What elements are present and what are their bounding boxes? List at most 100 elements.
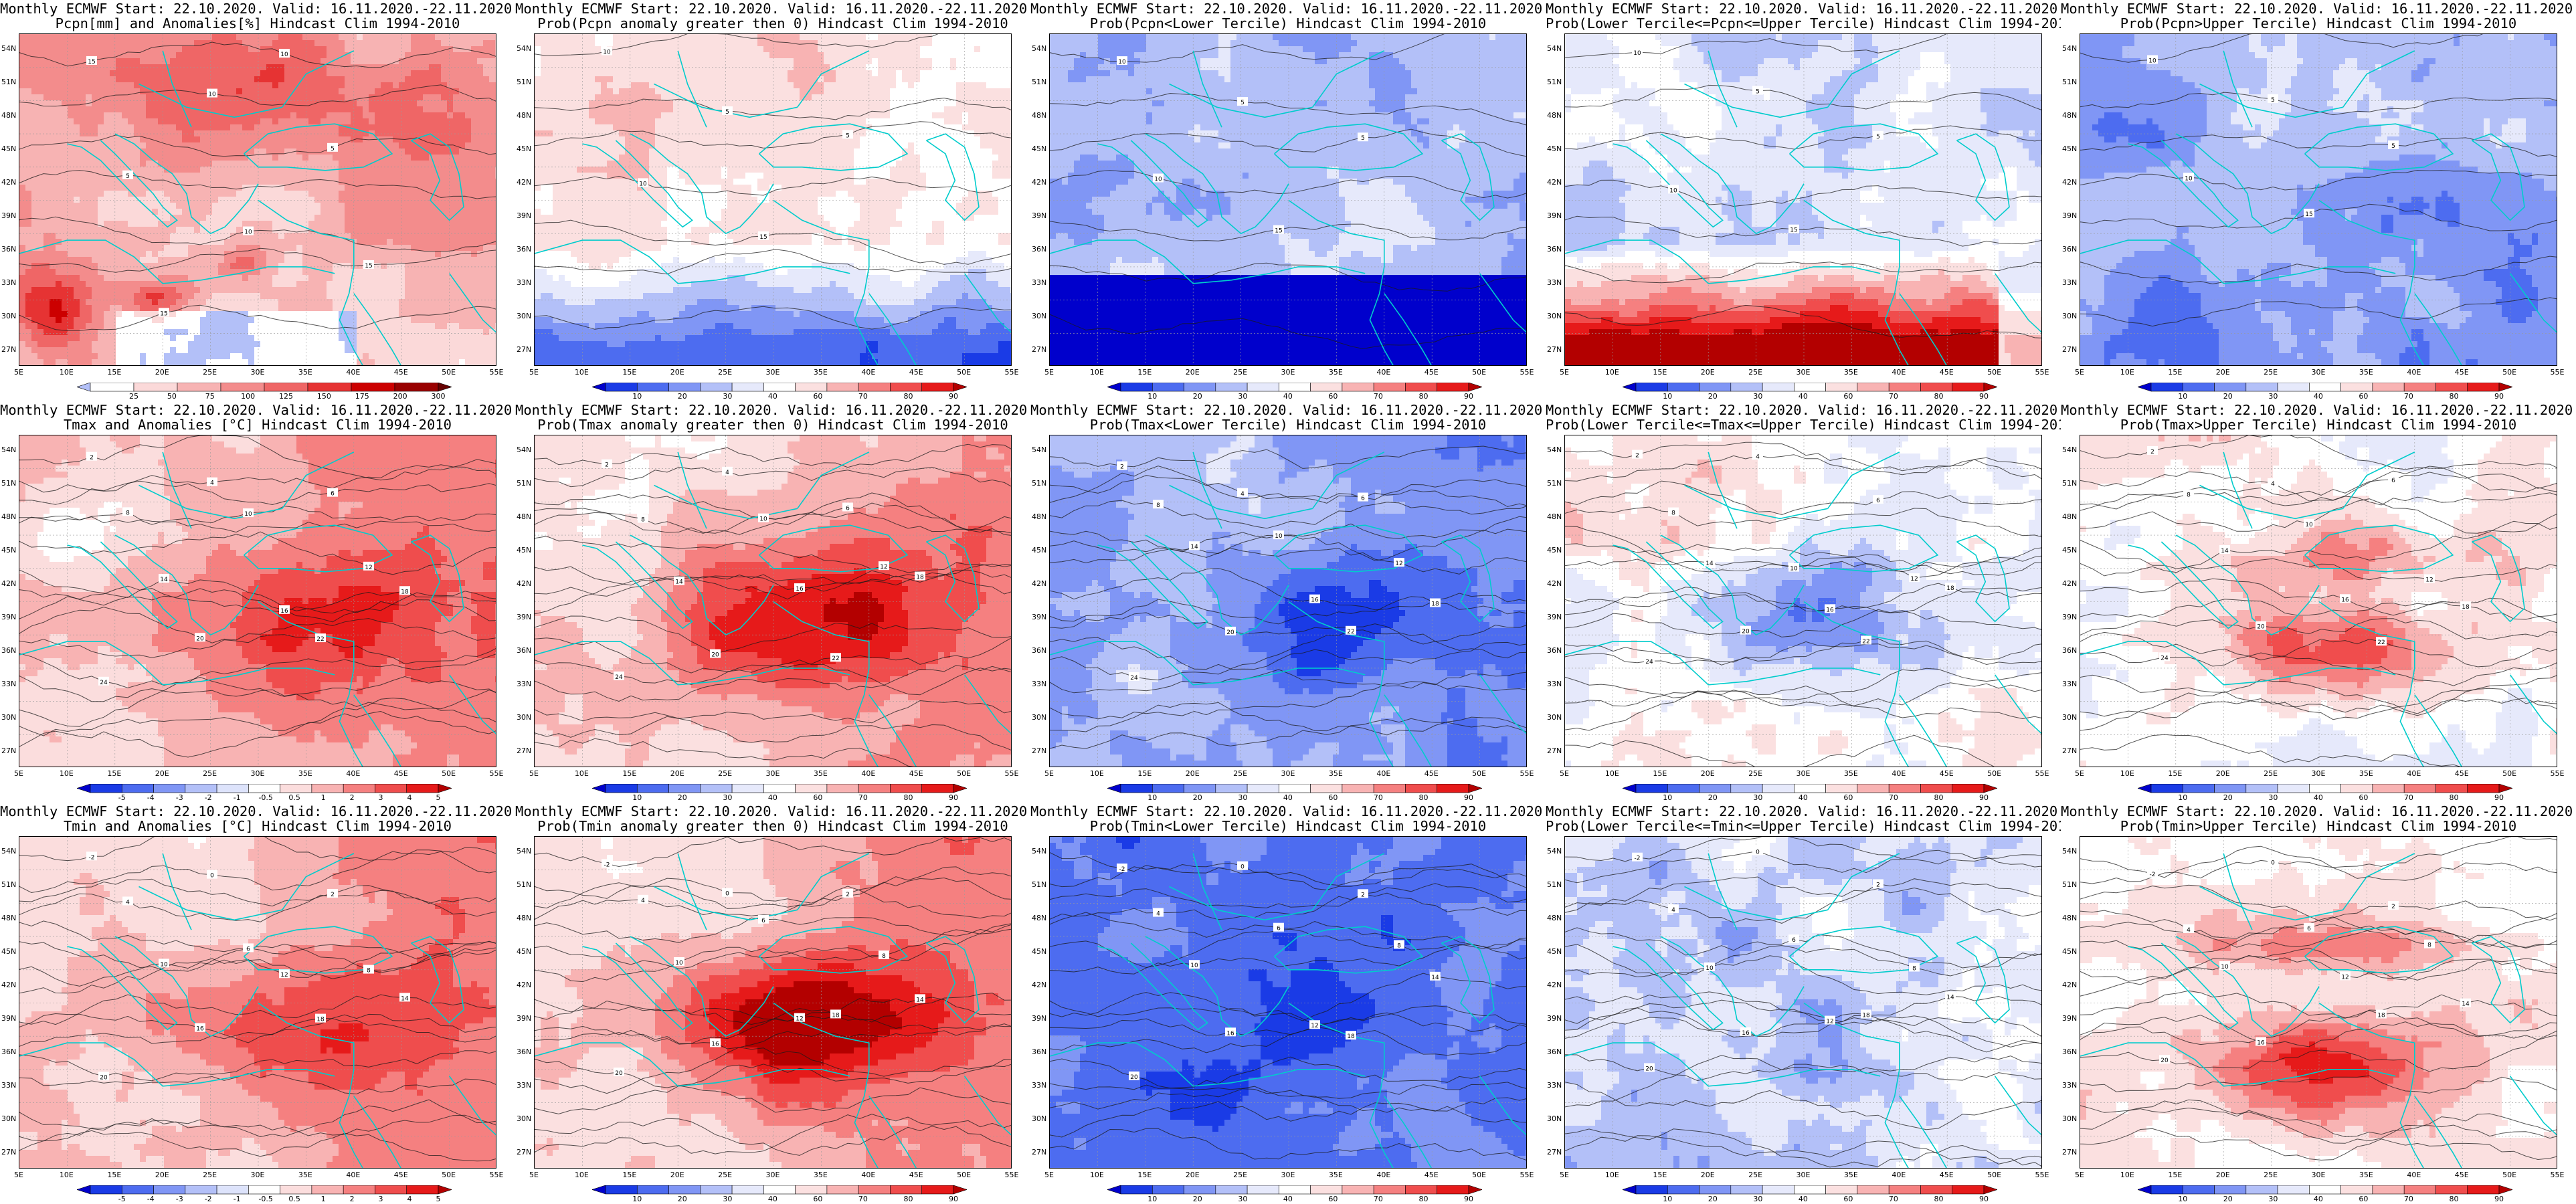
contour-label: 10 xyxy=(1788,563,1799,573)
latitude-label: 42N xyxy=(517,981,534,989)
contour-label: 16 xyxy=(794,583,805,593)
contour-label: 10 xyxy=(1273,530,1284,540)
latitude-label: 33N xyxy=(1,680,19,688)
latitude-label: 45N xyxy=(1547,546,1564,555)
latitude-label: 51N xyxy=(517,479,534,488)
contour-label: 6 xyxy=(1873,495,1883,504)
colorbar xyxy=(1623,784,1984,793)
colorbar-tick: 90 xyxy=(1979,392,1989,401)
colorbar-tick: 20 xyxy=(1193,392,1202,401)
latitude-label: 54N xyxy=(1,44,19,53)
colorbar xyxy=(592,383,953,391)
latitude-label: 39N xyxy=(1,1014,19,1023)
colorbar-tick: 90 xyxy=(2494,1195,2504,1203)
colorbar-tick: 5 xyxy=(436,793,441,802)
contour-label: 10 xyxy=(279,49,290,58)
latitude-label: 30N xyxy=(1032,1114,1049,1123)
longitude-label: 25E xyxy=(1233,1171,1247,1179)
longitude-label: 5E xyxy=(1560,368,1569,377)
longitude-label: 20E xyxy=(670,368,684,377)
latitude-label: 51N xyxy=(1032,78,1049,86)
latitude-label: 51N xyxy=(1032,479,1049,488)
latitude-label: 33N xyxy=(1547,278,1564,287)
latitude-label: 36N xyxy=(1547,646,1564,655)
longitude-label: 10E xyxy=(2120,1171,2134,1179)
latitude-label: 54N xyxy=(517,445,534,454)
colorbar-tick: 40 xyxy=(1283,793,1293,802)
latitude-label: 39N xyxy=(1547,1014,1564,1023)
latitude-label: 51N xyxy=(1547,479,1564,488)
latitude-label: 39N xyxy=(1,613,19,621)
longitude-label: 45E xyxy=(1424,368,1439,377)
latitude-label: 30N xyxy=(1,312,19,320)
longitude-label: 45E xyxy=(2455,1171,2469,1179)
contour-label: 8 xyxy=(122,507,133,516)
map-panel: Monthly ECMWF Start: 22.10.2020. Valid: … xyxy=(0,803,515,1204)
panel-title-line1: Monthly ECMWF Start: 22.10.2020. Valid: … xyxy=(2061,403,2576,417)
latitude-label: 42N xyxy=(1,981,19,989)
colorbar-tick: 10 xyxy=(2178,1195,2187,1203)
colorbar-tick: 30 xyxy=(1238,1195,1247,1203)
colorbar-tick: 20 xyxy=(678,793,687,802)
contour-label: 8 xyxy=(2183,490,2194,499)
contour-label: 10 xyxy=(2147,55,2158,64)
latitude-label: 45N xyxy=(517,144,534,153)
contour-label: 18 xyxy=(315,1014,326,1023)
contour-label: 6 xyxy=(327,488,338,498)
latitude-label: 51N xyxy=(1,78,19,86)
contour-label: 14 xyxy=(1430,972,1441,981)
colorbar-tick: 90 xyxy=(949,1195,958,1203)
longitude-label: 45E xyxy=(1940,769,1954,778)
latitude-label: 48N xyxy=(2062,111,2080,120)
colorbar-tick: 40 xyxy=(1799,1195,1808,1203)
contour-label: 8 xyxy=(638,514,648,524)
longitude-label: 10E xyxy=(1090,769,1104,778)
map-panel: Monthly ECMWF Start: 22.10.2020. Valid: … xyxy=(2061,0,2576,401)
latitude-label: 54N xyxy=(1547,847,1564,856)
latitude-label: 54N xyxy=(1547,445,1564,454)
contour-label: 12 xyxy=(279,969,290,979)
latitude-label: 45N xyxy=(517,947,534,956)
latitude-label: 27N xyxy=(1,345,19,354)
longitude-label: 30E xyxy=(251,769,265,778)
longitude-label: 30E xyxy=(1281,368,1295,377)
contour-label: 14 xyxy=(1945,992,1956,1001)
map-panel: Monthly ECMWF Start: 22.10.2020. Valid: … xyxy=(1030,401,1546,803)
colorbar-tick: 40 xyxy=(2314,1195,2323,1203)
latitude-label: 33N xyxy=(1032,1081,1049,1090)
colorbar-tick: 200 xyxy=(393,392,407,401)
contour-label: 10 xyxy=(1632,47,1643,57)
latitude-label: 42N xyxy=(1032,178,1049,187)
longitude-label: 20E xyxy=(670,1171,684,1179)
colorbar-tick: -2 xyxy=(205,793,212,802)
latitude-label: 39N xyxy=(1547,613,1564,621)
longitude-label: 45E xyxy=(2455,769,2469,778)
contour-label: 20 xyxy=(2256,621,2266,631)
longitude-label: 30E xyxy=(1797,368,1811,377)
longitude-label: 10E xyxy=(1605,1171,1619,1179)
latitude-label: 45N xyxy=(1547,144,1564,153)
colorbar-tick: -0.5 xyxy=(258,793,272,802)
longitude-label: 15E xyxy=(107,769,121,778)
contour-label: 8 xyxy=(363,965,374,975)
contour-label: 15 xyxy=(159,308,169,317)
panel-title-line1: Monthly ECMWF Start: 22.10.2020. Valid: … xyxy=(1546,804,2061,819)
colorbar-tick: -0.5 xyxy=(258,1195,272,1203)
panel-title-line2: Prob(Tmax<Lower Tercile) Hindcast Clim 1… xyxy=(1030,417,1546,432)
latitude-label: 39N xyxy=(1032,613,1049,621)
longitude-label: 55E xyxy=(1520,368,1534,377)
contour-label: 16 xyxy=(279,605,290,615)
contour-label: 4 xyxy=(122,896,133,906)
colorbar-tick: 5 xyxy=(436,1195,441,1203)
longitude-label: 30E xyxy=(1281,769,1295,778)
longitude-label: 45E xyxy=(394,368,408,377)
latitude-label: 45N xyxy=(1,546,19,555)
latitude-label: 39N xyxy=(517,613,534,621)
contour-label: 6 xyxy=(758,915,769,924)
colorbar-tick: 20 xyxy=(1193,793,1202,802)
longitude-label: 10E xyxy=(1605,769,1619,778)
colorbar-tick: 20 xyxy=(1708,392,1718,401)
longitude-label: 20E xyxy=(2216,769,2230,778)
longitude-label: 55E xyxy=(2035,1171,2049,1179)
panel-title-line1: Monthly ECMWF Start: 22.10.2020. Valid: … xyxy=(2061,1,2576,16)
